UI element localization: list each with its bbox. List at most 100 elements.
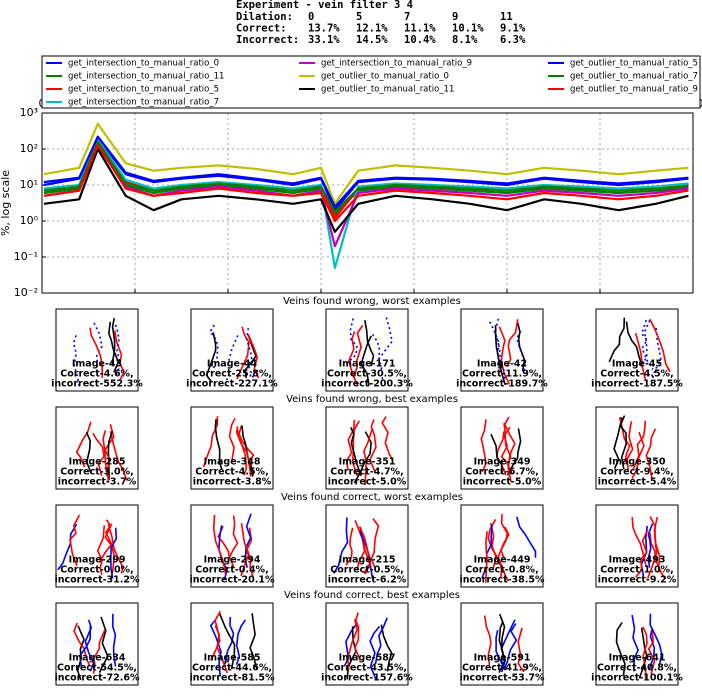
vein — [353, 431, 373, 484]
vein — [109, 431, 128, 481]
vein — [345, 419, 356, 471]
panel-label: Image-171 — [339, 359, 396, 370]
panel-label: incorrect-3.8% — [193, 477, 272, 488]
vein — [352, 324, 364, 379]
vein — [114, 330, 125, 381]
vein — [480, 419, 487, 473]
vein — [358, 526, 371, 575]
panel-label: Correct-4.7%, — [330, 467, 403, 478]
panel-label: Correct-4.6%, — [60, 369, 133, 380]
panel-label: Correct-25.8%, — [192, 369, 272, 380]
vein — [350, 426, 362, 477]
vein-image — [75, 421, 128, 482]
vein — [485, 531, 488, 583]
image-frame — [595, 504, 679, 588]
vein-image — [344, 612, 393, 681]
panel-label: Image-634 — [69, 653, 126, 664]
vein — [626, 421, 634, 470]
header-cell: 6.3% — [500, 34, 526, 46]
vein — [79, 625, 92, 669]
image-frame — [460, 406, 544, 490]
vein — [619, 415, 628, 470]
vein-image — [483, 613, 525, 674]
section-title: Veins found correct, best examples — [284, 590, 460, 601]
vein — [96, 525, 106, 575]
panel-label: Correct-6.7%, — [465, 467, 538, 478]
vein-image — [488, 318, 527, 386]
panel-label: incorrect-53.7% — [459, 673, 545, 684]
vein — [75, 421, 92, 468]
panel-label: incorrect-72.6% — [54, 673, 140, 684]
vein — [354, 612, 362, 661]
vein — [57, 523, 78, 571]
vein — [69, 514, 81, 567]
header-cell: 14.5% — [356, 34, 388, 46]
vein — [109, 527, 118, 579]
vein — [245, 328, 255, 381]
vein — [500, 513, 509, 559]
vein — [85, 431, 92, 474]
y-tick-label: 10⁻² — [14, 286, 38, 299]
panel-label: Correct-0.4%, — [195, 565, 268, 576]
vein-image — [333, 517, 380, 580]
vein — [634, 332, 647, 380]
image-frame — [55, 308, 139, 392]
vein — [517, 627, 525, 673]
vein — [209, 618, 222, 676]
series-line — [43, 135, 689, 208]
vein — [73, 622, 91, 666]
vein — [72, 335, 81, 387]
vein-image — [613, 415, 657, 480]
vein — [98, 519, 113, 563]
vein — [642, 626, 648, 681]
vein — [498, 326, 511, 385]
header-cell: 9.1% — [500, 23, 526, 35]
panel-label: Correct-3.0%, — [60, 467, 133, 478]
vein-image — [57, 514, 124, 580]
vein-image — [480, 416, 522, 483]
panel-label: incorrect-3.7% — [58, 477, 137, 488]
section-title: Veins found wrong, best examples — [286, 394, 458, 405]
image-frame — [595, 406, 679, 490]
panel-label: Correct-11.9%, — [462, 369, 542, 380]
image-frame — [190, 406, 274, 490]
vein — [646, 516, 658, 579]
header-cell: 12.1% — [356, 23, 388, 35]
vein — [107, 523, 124, 574]
header-cell: 5 — [356, 11, 362, 23]
vein — [214, 419, 223, 470]
y-tick-label: 10² — [20, 142, 38, 155]
panel-label: Correct-0.8%, — [465, 565, 538, 576]
vein — [500, 426, 513, 475]
vein — [625, 321, 644, 368]
vein-image — [205, 324, 260, 382]
vein — [648, 629, 656, 670]
vein — [244, 334, 257, 379]
vein — [247, 333, 260, 379]
y-tick-label: 10¹ — [20, 178, 38, 191]
vein — [649, 613, 663, 666]
plot-area — [42, 113, 693, 293]
legend-label: get_intersection_to_manual_ratio_7 — [68, 98, 219, 108]
header-cell: 10.4% — [404, 34, 436, 46]
vein-image — [202, 416, 255, 477]
panel-label: Image-215 — [339, 555, 396, 566]
header-cell: 7 — [404, 11, 410, 23]
vein — [380, 624, 393, 672]
vein — [89, 327, 103, 378]
vein-image — [347, 317, 393, 387]
vein — [640, 320, 651, 365]
vein — [638, 627, 648, 679]
vein — [516, 330, 527, 374]
legend-label: get_outlier_to_manual_ratio_5 — [570, 59, 698, 69]
series-line — [43, 147, 689, 233]
y-axis-label: %, log scale — [0, 170, 12, 236]
header-title: Experiment - vein filter 3 4 — [236, 0, 413, 11]
vein-image — [72, 317, 125, 387]
vein — [649, 318, 671, 372]
vein — [505, 319, 519, 368]
panel-label: Correct-1.0%, — [600, 565, 673, 576]
header-cell: 11.1% — [404, 23, 436, 35]
panel-label: Image-285 — [69, 457, 126, 468]
panel-label: Image-294 — [204, 555, 261, 566]
